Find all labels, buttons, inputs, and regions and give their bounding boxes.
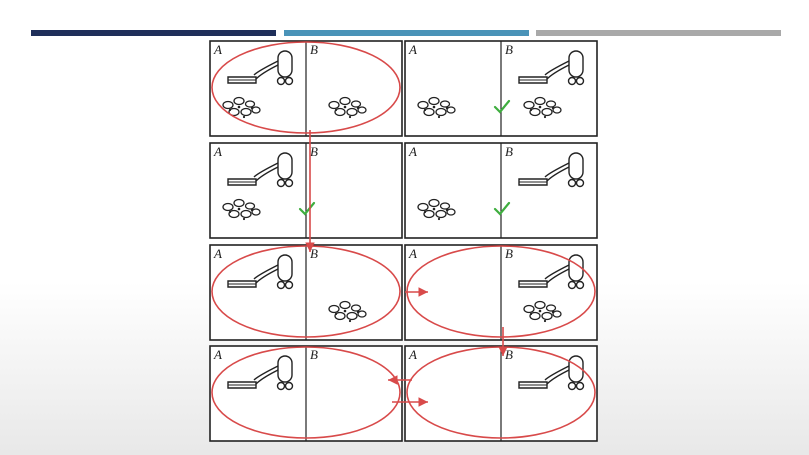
check-mark-icon [493,201,511,216]
header-bar-gray [536,30,781,36]
square-b-label: B [310,347,318,362]
square-b-label: B [310,144,318,159]
check-mark-icon [298,201,316,216]
square-b-label: B [505,42,513,57]
square-b-label: B [505,246,513,261]
check-mark-icon [493,99,511,114]
square-b-label: B [310,42,318,57]
header-bar-navy [31,30,276,36]
square-a-label: A [408,347,417,362]
square-b-label: B [310,246,318,261]
square-a-label: A [213,144,222,159]
square-b-label: B [505,347,513,362]
state-highlight-ellipse [211,346,401,439]
square-a-label: A [213,347,222,362]
square-b-label: B [505,144,513,159]
square-a-label: A [408,144,417,159]
state-highlight-ellipse [211,41,401,134]
square-a-label: A [213,246,222,261]
square-a-label: A [213,42,222,57]
red-annotations [211,41,596,439]
square-a-label: A [408,42,417,57]
header-bar-blue [284,30,529,36]
square-a-label: A [408,246,417,261]
